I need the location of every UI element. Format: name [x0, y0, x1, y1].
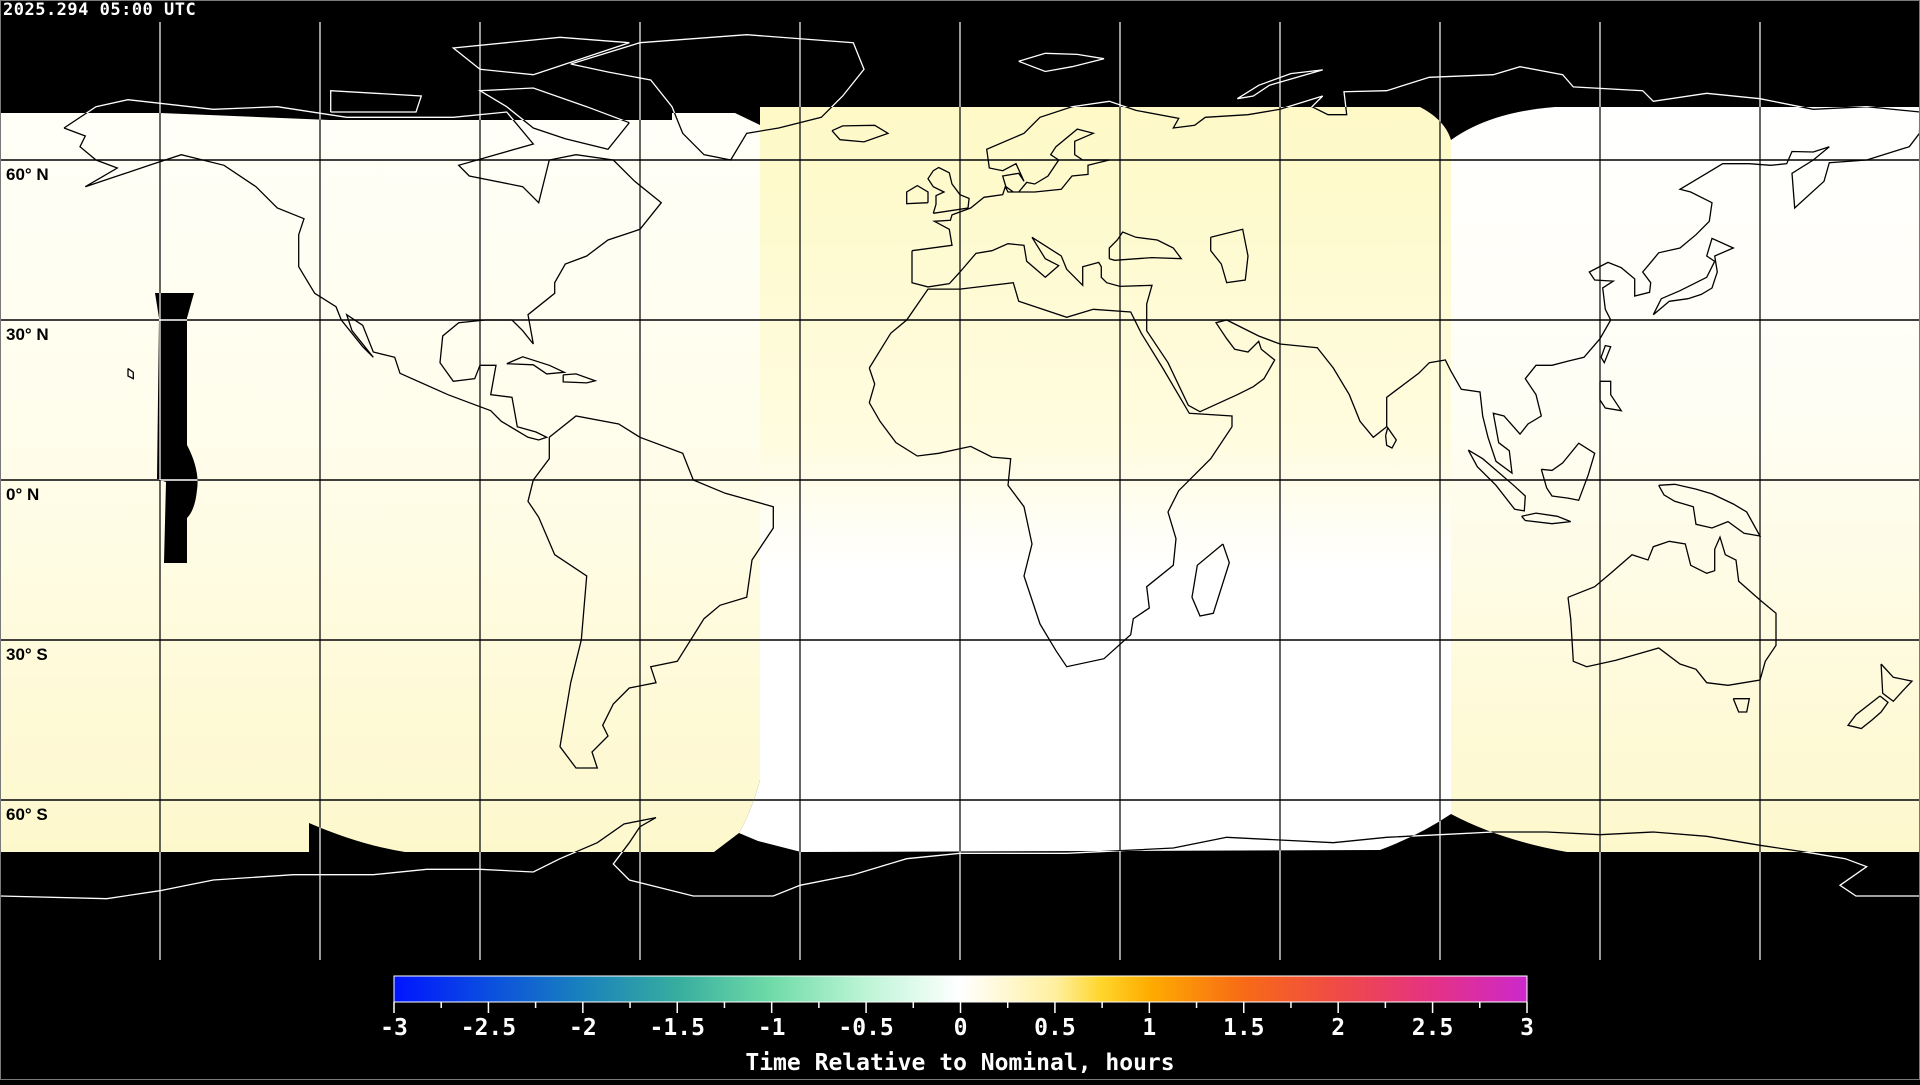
- coastline-hawaii: [127, 367, 134, 380]
- coastline-ellesmere: [451, 36, 630, 76]
- colorbar-tick-label: 2: [1331, 1015, 1345, 1041]
- coastline-borneo: [1540, 442, 1596, 502]
- colorbar-tick-label: -1.5: [650, 1015, 705, 1041]
- coastline-taiwan: [1600, 344, 1612, 365]
- colorbar-tick-label: 1: [1142, 1015, 1156, 1041]
- coastline-luzon: [1599, 380, 1623, 412]
- colorbar-tick-label: 2.5: [1412, 1015, 1454, 1041]
- lat-label-0n: 0° N: [6, 485, 40, 504]
- coastline-nz-south: [1846, 695, 1889, 730]
- colorbar-tick-label: -1: [758, 1015, 786, 1041]
- coastline-iceland: [831, 124, 890, 143]
- coastline-great-britain: [927, 166, 970, 214]
- coastline-antarctica: [0, 816, 1920, 900]
- colorbar-title: Time Relative to Nominal, hours: [745, 1050, 1174, 1076]
- no-data-strip: [155, 293, 198, 563]
- coastline-novaya-zemlya: [1236, 69, 1323, 100]
- colorbar-scale: [393, 975, 1528, 1003]
- coastline-south-america: [527, 415, 774, 769]
- coastline-victoria: [330, 90, 423, 113]
- colorbar: -3 -2.5 -2 -1.5 -1 -0.5 0 0.5 1 1.5 2 2.5 3 Time Rela…: [380, 975, 1534, 1076]
- coastline-svalbard: [1018, 52, 1105, 73]
- colorbar-tick-label: -2: [569, 1015, 597, 1041]
- overlay-on-data: [0, 0, 1920, 960]
- coastline-hispaniola: [562, 373, 598, 384]
- lat-label-60n: 60° N: [6, 165, 49, 184]
- lat-label-60s: 60° S: [6, 805, 48, 824]
- coastline-sri-lanka: [1384, 426, 1398, 449]
- colorbar-tick-label: -3: [380, 1015, 408, 1041]
- coastline-greenland: [570, 34, 865, 161]
- coastline-japan: [1652, 237, 1735, 316]
- coastline-new-guinea: [1658, 483, 1762, 537]
- colorbar-tick-label: 3: [1520, 1015, 1534, 1041]
- coastline-sumatra: [1467, 449, 1526, 512]
- colorbar-tick-label: 1.5: [1223, 1015, 1265, 1041]
- timestamp: 2025.294 05:00 UTC: [3, 0, 197, 20]
- coastline-caspian-sea: [1210, 228, 1249, 284]
- coastline-australia: [1567, 535, 1777, 686]
- coastline-tasmania: [1732, 698, 1751, 713]
- coastline-ireland: [906, 184, 929, 205]
- coverage-region-left: [0, 113, 760, 852]
- colorbar-tick-label: -0.5: [838, 1015, 893, 1041]
- lat-label-30n: 30° N: [6, 325, 49, 344]
- coastline-africa: [868, 281, 1233, 668]
- coastline-nz-north: [1880, 663, 1914, 703]
- colorbar-tick-label: 0: [954, 1015, 968, 1041]
- coastline-baffin: [477, 87, 630, 151]
- coastline-eurasia: [911, 66, 1920, 475]
- coastline-madagascar: [1191, 543, 1230, 617]
- coastline-north-america: [63, 99, 663, 441]
- coastline-cuba: [506, 356, 567, 375]
- coastline-java: [1521, 512, 1571, 525]
- coastline-black-sea: [1108, 231, 1183, 261]
- lat-label-30s: 30° S: [6, 645, 48, 664]
- colorbar-tick-label: -2.5: [461, 1015, 516, 1041]
- colorbar-tick-label: 0.5: [1034, 1015, 1076, 1041]
